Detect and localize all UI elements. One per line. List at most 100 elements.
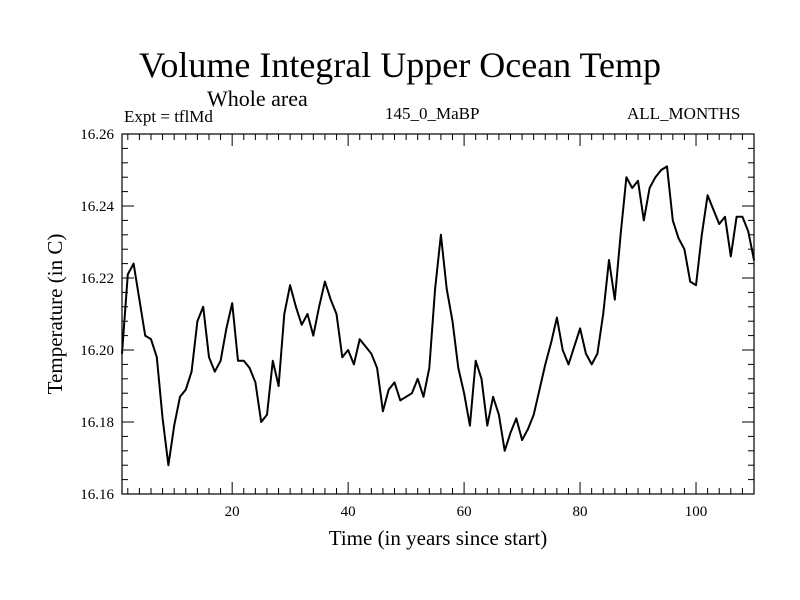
data-point — [132, 262, 135, 265]
data-point — [457, 367, 460, 369]
data-point — [480, 378, 483, 380]
data-point — [631, 187, 634, 189]
data-point — [260, 421, 262, 423]
data-point — [300, 324, 303, 326]
data-point — [190, 370, 193, 373]
y-tick-label: 16.24 — [80, 199, 114, 215]
data-point — [550, 342, 552, 344]
data-point — [701, 234, 703, 236]
data-point — [683, 248, 686, 250]
data-point — [463, 392, 465, 395]
y-tick-label: 16.26 — [80, 127, 114, 143]
data-point — [579, 327, 581, 330]
data-point — [509, 432, 512, 434]
data-point — [266, 414, 268, 416]
data-point — [672, 219, 674, 222]
data-point — [643, 219, 645, 222]
data-point — [242, 360, 245, 362]
data-point — [225, 327, 228, 330]
axis-ticks — [122, 133, 755, 495]
y-tick-label: 16.20 — [80, 343, 114, 359]
data-point — [561, 349, 564, 351]
data-point — [730, 255, 732, 258]
data-point — [271, 360, 274, 362]
series-line — [121, 165, 755, 467]
data-point — [306, 313, 309, 315]
data-point — [324, 280, 326, 283]
data-point — [213, 370, 216, 373]
x-tick-label: 80 — [573, 504, 588, 520]
data-point — [289, 284, 291, 287]
x-tick-label: 60 — [457, 504, 472, 520]
data-point — [492, 396, 494, 398]
data-point — [741, 216, 744, 218]
data-point — [254, 381, 257, 384]
data-point — [596, 352, 599, 355]
data-point — [666, 165, 668, 168]
data-point — [353, 363, 355, 366]
data-point — [376, 367, 378, 369]
data-point — [585, 352, 587, 355]
data-point — [370, 352, 373, 355]
data-point — [486, 424, 489, 427]
data-point — [393, 381, 396, 384]
data-point — [295, 306, 297, 308]
data-point — [208, 356, 210, 359]
data-point — [440, 234, 442, 236]
data-point — [358, 338, 361, 341]
data-point — [202, 306, 204, 308]
data-point — [138, 298, 141, 301]
data-point — [724, 216, 726, 218]
data-point — [155, 356, 158, 359]
data-point — [277, 385, 280, 387]
data-point — [219, 360, 222, 362]
data-point — [498, 414, 500, 416]
x-tick-labels: 20 40 60 80 100 — [225, 504, 708, 520]
data-point — [411, 392, 413, 395]
data-point — [602, 313, 605, 315]
data-point — [364, 345, 367, 348]
data-point — [521, 439, 523, 441]
x-axis-title: Time (in years since start) — [329, 526, 548, 550]
y-tick-label: 16.16 — [80, 487, 114, 503]
data-point — [434, 288, 436, 290]
data-point — [712, 208, 715, 211]
data-point — [648, 187, 651, 189]
data-point — [590, 363, 593, 366]
data-point — [445, 288, 448, 290]
data-point — [614, 298, 616, 301]
data-point — [747, 230, 750, 232]
data-point — [150, 338, 152, 341]
data-point — [399, 399, 402, 402]
data-point — [341, 356, 344, 359]
chart-title: Volume Integral Upper Ocean Temp — [139, 45, 661, 85]
data-point — [126, 273, 129, 276]
y-tick-label: 16.18 — [80, 415, 114, 431]
data-point — [706, 194, 709, 196]
experiment-label: Expt = tflMd — [124, 107, 213, 126]
data-point — [474, 360, 477, 362]
data-point — [527, 428, 529, 431]
months-label: ALL_MONTHS — [627, 104, 741, 123]
data-point — [695, 284, 697, 287]
data-point — [619, 234, 622, 236]
data-point — [428, 367, 431, 369]
data-point — [312, 334, 315, 337]
data-point — [469, 424, 471, 427]
y-tick-label: 16.22 — [80, 271, 114, 287]
data-point — [382, 410, 384, 413]
run-label: 145_0_MaBP — [385, 104, 480, 123]
data-point — [637, 180, 639, 182]
data-point — [161, 417, 164, 420]
data-point — [544, 363, 547, 366]
data-point — [689, 280, 692, 283]
data-point — [318, 306, 320, 308]
data-point — [248, 367, 251, 369]
data-point — [677, 237, 680, 240]
data-point — [573, 345, 576, 348]
data-point — [660, 169, 663, 171]
plot-frame — [121, 133, 755, 495]
data-point — [347, 349, 349, 351]
